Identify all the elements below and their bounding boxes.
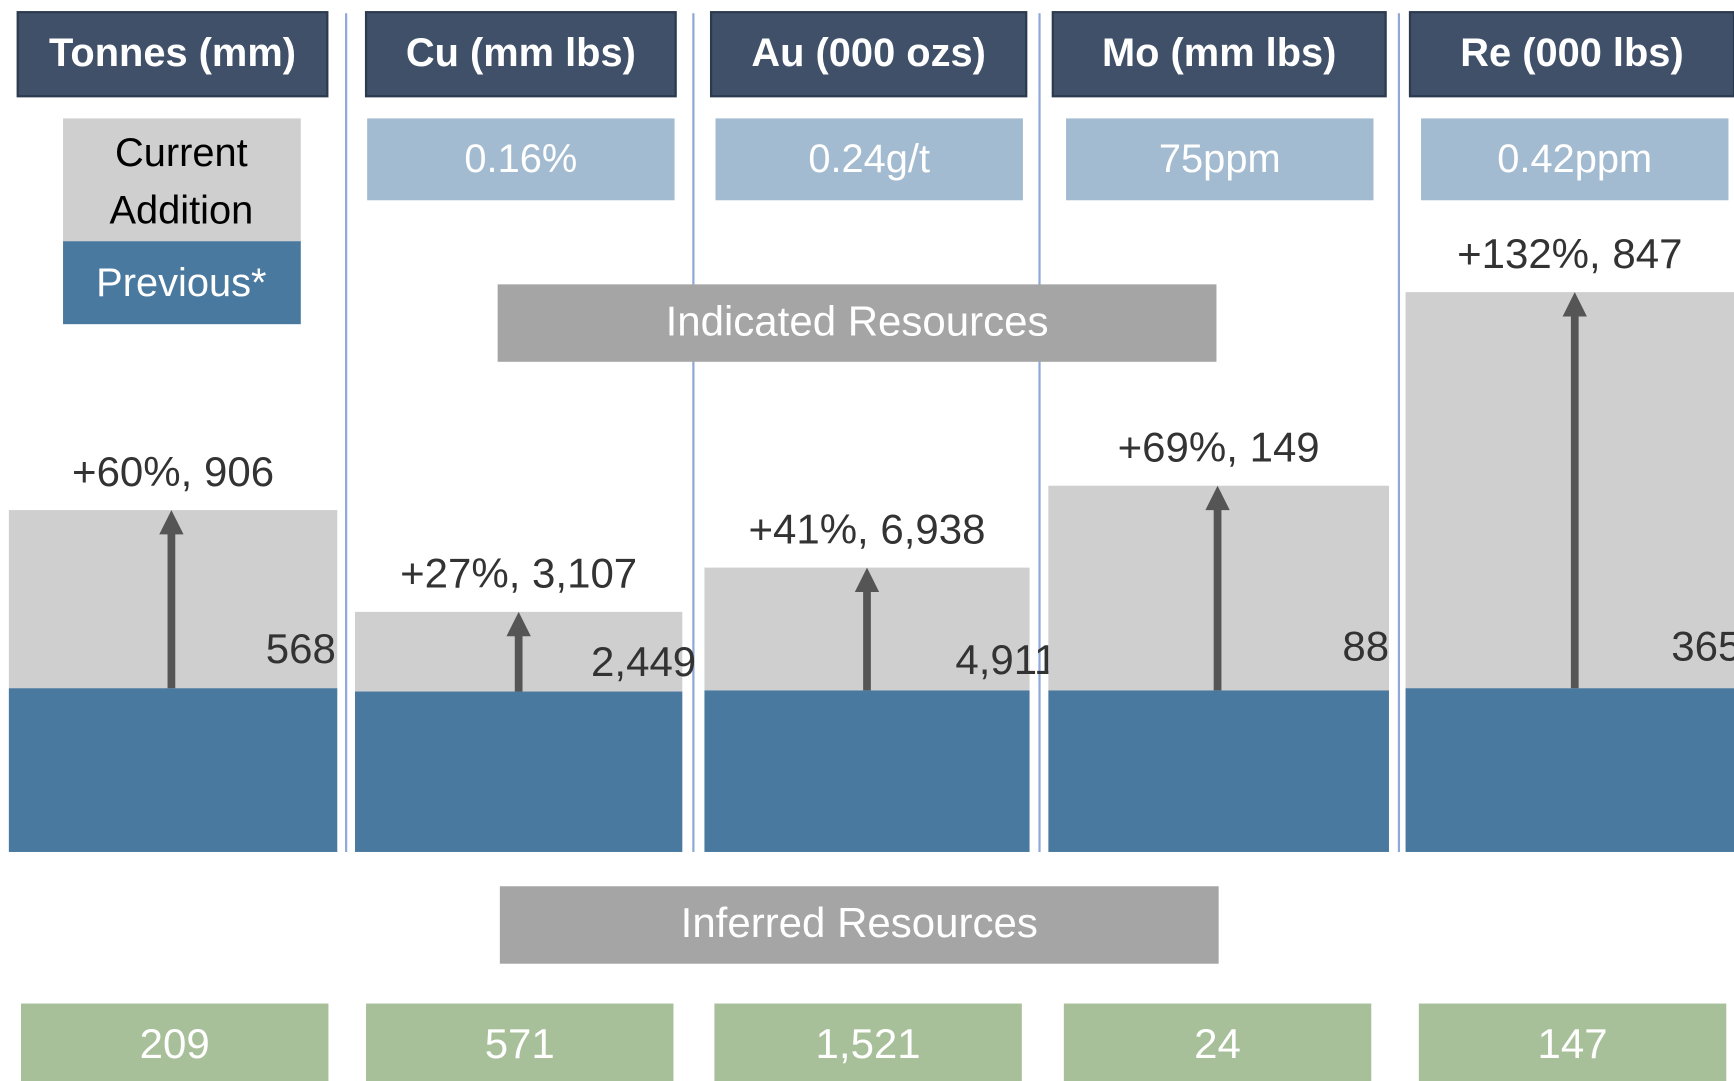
change-label: +69%, 149 [1118,423,1320,470]
column-header [709,11,1028,98]
inferred-banner-label: Inferred Resources [681,899,1038,946]
addition-label: 88 [1342,623,1389,670]
column-header-label: Cu (mm lbs) [406,31,636,75]
arrow-head [1562,292,1587,317]
column-header [1408,11,1734,98]
inferred-box [1418,1003,1727,1081]
column-header-label: Au (000 ozs) [751,31,985,75]
indicated-label: Indicated Resources [666,297,1049,344]
arrow-head [1205,485,1230,511]
previous-bar [354,691,683,852]
indicated-banner [497,284,1217,362]
column-header-label: Re (000 lbs) [1460,31,1683,75]
arrow-head [854,567,880,592]
addition-bar [1405,292,1734,689]
inferred-box [714,1003,1022,1081]
grade-box [715,118,1023,201]
inferred-label: 571 [485,1020,555,1067]
addition-label: 4,911 [955,636,1057,683]
change-label: +60%, 906 [72,448,274,495]
previous-bar [1048,690,1389,852]
addition-label: 568 [266,625,336,672]
grade-label: 75ppm [1159,137,1281,181]
legend-previous-label: Previous* [96,261,266,305]
column-header [16,11,329,98]
legend-current [63,118,301,242]
inferred-banner [499,886,1219,964]
arrow-head [159,510,184,535]
inferred-box [1063,1003,1372,1081]
inferred-box [366,1003,674,1081]
arrow-head [506,611,531,637]
previous-bar [1405,688,1734,852]
grade-box [1066,118,1374,201]
grade-label: 0.16% [464,137,577,181]
inferred-label: 24 [1194,1020,1241,1067]
grade-label: 0.42ppm [1497,137,1652,181]
legend-current-label: Current Addition [109,130,253,232]
column-header-label: Mo (mm lbs) [1102,31,1336,75]
grade-box [367,118,675,201]
change-label: +41%, 6,938 [748,505,985,552]
change-label: +132%, 847 [1457,230,1682,277]
column-header-label: Tonnes (mm) [49,31,296,75]
previous-bar [8,688,338,852]
addition-label: 2,449 [591,638,696,685]
grade-box [1421,118,1729,201]
inferred-box [21,1003,329,1081]
addition-label: 365 [1671,623,1734,670]
legend-previous [63,241,301,325]
previous-bar [704,690,1030,852]
inferred-label: 209 [140,1020,210,1067]
change-label: +27%, 3,107 [400,550,637,597]
grade-label: 0.24g/t [808,137,930,181]
column-header [1051,11,1387,98]
inferred-label: 1,521 [816,1020,921,1067]
inferred-label: 147 [1537,1020,1607,1067]
column-header [364,11,677,98]
